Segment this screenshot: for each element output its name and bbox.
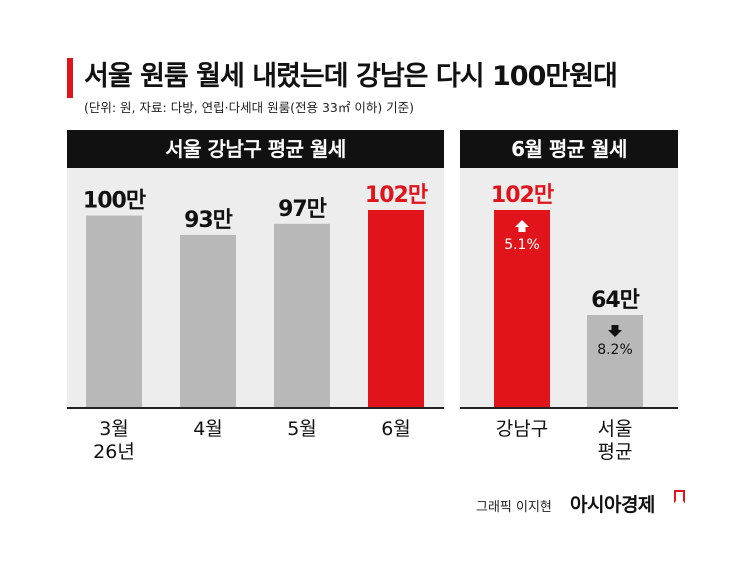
x-tick-label: 서울 평균	[597, 418, 633, 463]
bar	[368, 210, 424, 407]
x-axis-line	[460, 407, 678, 409]
x-tick-label: 4월	[193, 418, 223, 440]
change-percent-label: 5.1%	[504, 237, 540, 253]
chart-title: 서울 원룸 월세 내렸는데 강남은 다시 100만원대	[84, 61, 618, 92]
gangnam-monthly-rent-panel: 서울 강남구 평균 월세 100만 93만 97만 102만	[67, 130, 444, 408]
x-tick-label: 3월 26년	[93, 418, 135, 463]
june-average-rent-panel: 6월 평균 월세 102만 5.1% 64만 8.2%	[460, 130, 678, 408]
bar-value-label: 64만	[591, 288, 640, 313]
graphic-credit: 그래픽 이지현	[476, 500, 552, 515]
arrow-up-icon	[515, 220, 529, 232]
panel-title: 6월 평균 월세	[460, 130, 678, 168]
change-percent-label: 8.2%	[597, 342, 633, 358]
bar-value-label: 97만	[278, 197, 327, 222]
bar-value-label: 102만	[491, 183, 554, 208]
title-accent-bar	[67, 58, 73, 98]
x-tick-label: 강남구	[495, 418, 549, 440]
arrow-down-icon	[608, 325, 622, 337]
x-tick-label: 6월	[381, 418, 411, 440]
chart-subtitle: (단위: 원, 자료: 다방, 연립·다세대 원룸(전용 33㎡ 이하) 기준)	[84, 100, 415, 115]
bar	[274, 223, 330, 407]
x-axis-line	[67, 407, 444, 409]
brand-logo: 아시아경제	[570, 494, 655, 516]
x-tick-label: 5월	[287, 418, 317, 440]
bar-value-label: 93만	[184, 208, 233, 233]
bar-value-label: 102만	[365, 183, 428, 208]
bar	[180, 234, 236, 407]
gangnam-rent-bar-chart: 100만 93만 97만 102만	[83, 183, 429, 407]
brand-mark-icon	[674, 490, 685, 503]
bar	[86, 215, 142, 407]
bar-value-label: 100만	[83, 189, 146, 214]
bar	[494, 210, 550, 407]
panel-title: 서울 강남구 평균 월세	[67, 130, 444, 168]
june-rent-bar-chart: 102만 5.1% 64만 8.2%	[491, 183, 643, 407]
